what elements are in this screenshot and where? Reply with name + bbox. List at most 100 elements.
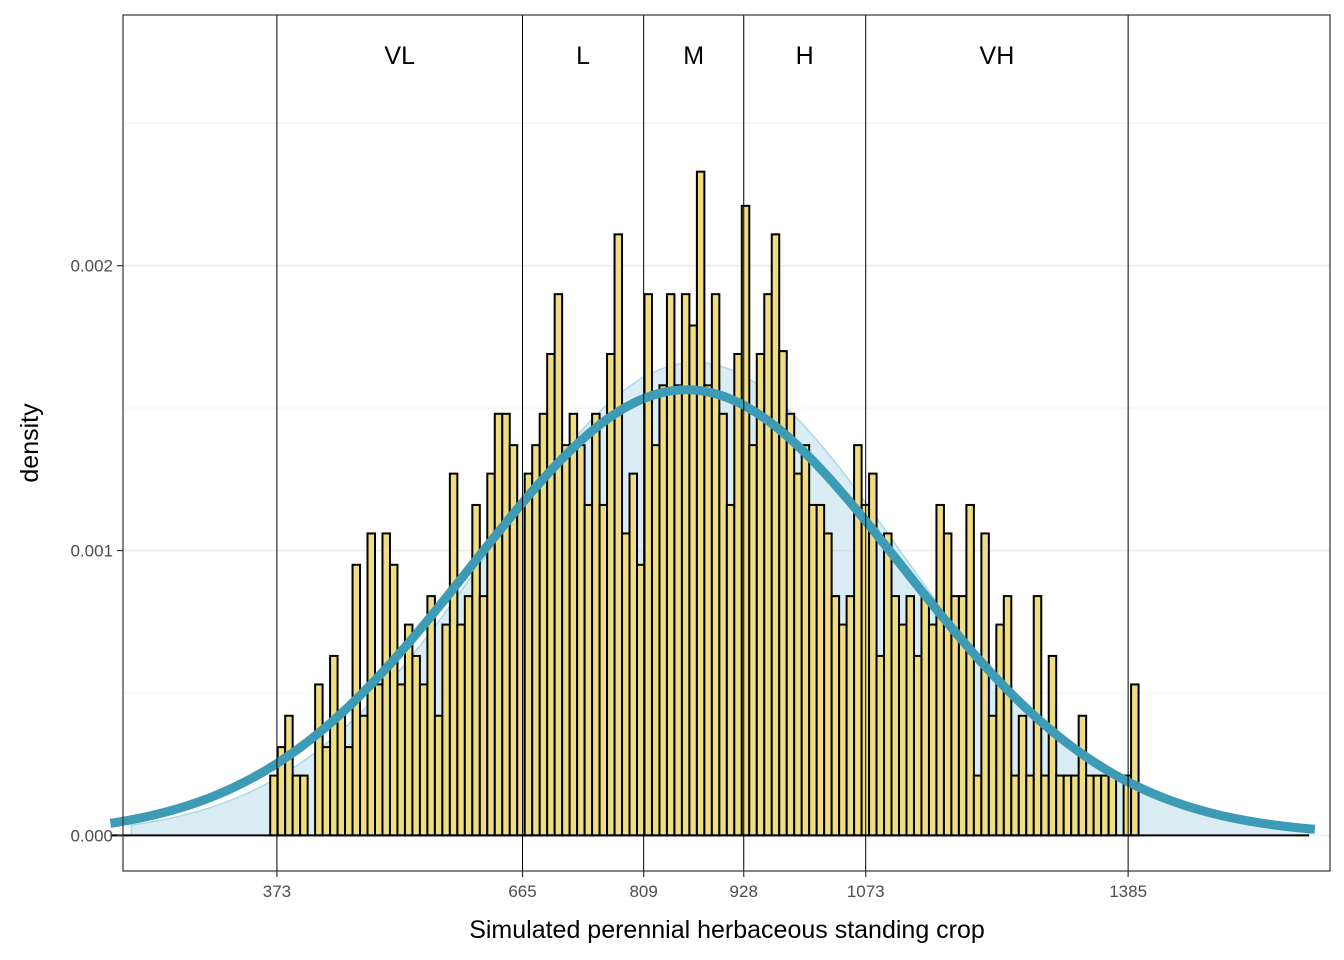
- histogram-bar: [680, 293, 691, 837]
- x-tick-label: 373: [263, 882, 291, 901]
- histogram-bar: [403, 623, 414, 837]
- histogram-bar: [703, 384, 713, 837]
- histogram-bar: [905, 595, 915, 837]
- histogram-bar: [621, 532, 631, 837]
- normal-curve: [109, 385, 1316, 834]
- histogram-bar: [1025, 774, 1035, 837]
- histogram-bar: [396, 683, 406, 837]
- histogram-bar: [778, 350, 788, 837]
- histogram-bars: [110, 170, 1309, 837]
- histogram-bar: [725, 503, 736, 837]
- category-break-lines: [276, 15, 1129, 871]
- histogram-bar: [785, 412, 796, 837]
- histogram-bar: [336, 714, 347, 837]
- histogram-bar: [381, 532, 391, 837]
- histogram-bar: [718, 412, 728, 837]
- histogram-bar: [478, 595, 489, 837]
- histogram-bar: [374, 683, 384, 837]
- histogram-bar: [883, 532, 893, 837]
- histogram-bar: [1070, 774, 1080, 837]
- histogram-bar: [1062, 774, 1073, 837]
- histogram-bar: [1017, 714, 1028, 837]
- histogram-bar: [606, 352, 616, 837]
- histogram-bar: [299, 774, 309, 837]
- y-axis-ticks: 0.000 0.001 0.002: [70, 257, 123, 845]
- histogram-bar: [815, 503, 826, 837]
- histogram-bar: [912, 654, 923, 837]
- histogram-bar: [710, 293, 721, 837]
- histogram-bar: [987, 714, 998, 837]
- histogram-bar: [755, 352, 766, 837]
- histogram-bar: [695, 170, 706, 837]
- histogram-bar: [1077, 714, 1088, 837]
- y-tick-label: 0.002: [70, 257, 113, 276]
- histogram-bar: [433, 714, 444, 837]
- histogram-bar: [1055, 774, 1065, 837]
- histogram-bar: [1100, 774, 1110, 837]
- histogram-bar: [965, 503, 975, 837]
- histogram-bar: [800, 444, 811, 837]
- histogram-bar: [456, 623, 466, 837]
- x-axis-ticks: 373 665 809 928 1073 1385: [263, 871, 1147, 901]
- histogram-bar: [516, 503, 526, 837]
- histogram-bar: [426, 595, 436, 837]
- histogram-bar: [321, 746, 332, 837]
- histogram-bar: [523, 472, 534, 837]
- y-tick-label: 0.000: [70, 826, 113, 845]
- histogram-bar: [1107, 774, 1118, 837]
- histogram-bar: [493, 412, 504, 837]
- histogram-bar: [329, 654, 339, 837]
- histogram-bar: [1092, 774, 1103, 837]
- histogram-bar: [665, 293, 676, 837]
- histogram-bar: [501, 412, 511, 837]
- x-tick-label: 809: [629, 882, 657, 901]
- histogram-bar: [546, 352, 556, 837]
- histogram-bar: [823, 532, 833, 837]
- histogram-bar: [628, 472, 639, 837]
- x-tick-label: 1385: [1109, 882, 1147, 901]
- histogram-bar: [845, 595, 856, 837]
- histogram-bar: [561, 444, 571, 837]
- histogram-bar: [920, 595, 930, 837]
- histogram-bar: [411, 654, 421, 837]
- histogram-bar: [808, 503, 818, 837]
- category-label: H: [796, 42, 814, 70]
- histogram-bar: [344, 746, 354, 837]
- histogram-bar: [591, 412, 601, 837]
- histogram-bar: [1047, 654, 1058, 837]
- histogram-bar: [613, 233, 624, 837]
- histogram-bar: [763, 293, 773, 837]
- histogram-bar: [733, 352, 743, 837]
- histogram-bar: [838, 623, 848, 837]
- histogram-bar: [441, 623, 451, 837]
- category-labels: VL L M H VH: [384, 42, 1014, 70]
- histogram-bar: [980, 532, 990, 837]
- y-axis-title: density: [16, 403, 44, 483]
- histogram-bar: [576, 444, 586, 837]
- histogram-bar: [643, 293, 653, 837]
- histogram-bar: [898, 623, 908, 837]
- histogram-bar: [890, 595, 901, 837]
- category-label: VL: [384, 42, 415, 70]
- histogram-bar: [1002, 595, 1013, 837]
- histogram-bar: [995, 623, 1005, 837]
- histogram-bar: [830, 595, 841, 837]
- category-label: L: [576, 42, 590, 70]
- histogram-bar: [688, 324, 698, 837]
- histogram-bar: [284, 714, 294, 837]
- histogram-bar: [291, 774, 302, 837]
- category-label: VH: [980, 42, 1015, 70]
- histogram-bar: [463, 595, 474, 837]
- y-tick-label: 0.001: [70, 542, 113, 561]
- histogram-bar: [1085, 774, 1095, 837]
- histogram-bar: [740, 204, 751, 837]
- histogram-bar: [673, 384, 683, 837]
- histogram-bar: [598, 503, 609, 837]
- x-axis-title: Simulated perennial herbaceous standing …: [469, 916, 985, 944]
- x-tick-label: 665: [508, 882, 536, 901]
- histogram-bar: [650, 444, 661, 837]
- histogram-bar: [770, 233, 781, 837]
- histogram-bar: [448, 472, 459, 837]
- histogram-bar: [1010, 774, 1020, 837]
